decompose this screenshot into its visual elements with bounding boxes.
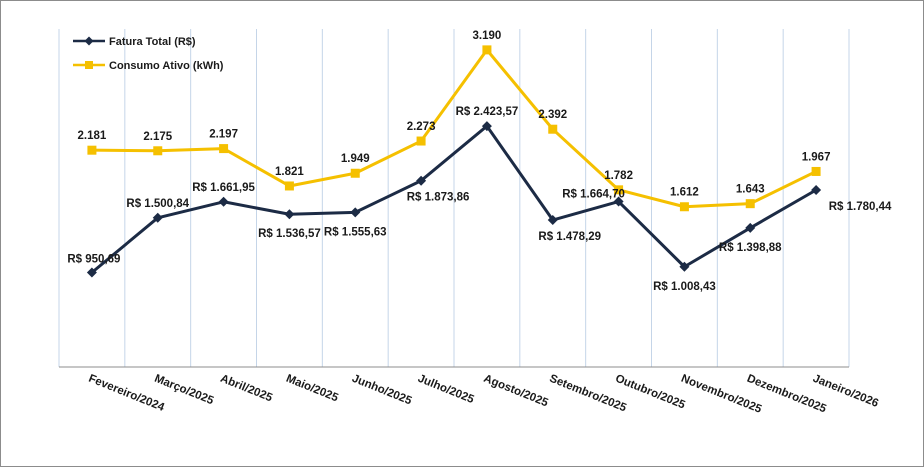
data-point	[218, 196, 229, 207]
data-label: R$ 1.500,84	[126, 198, 189, 210]
data-label: R$ 1.780,44	[829, 201, 892, 213]
data-point	[548, 124, 558, 134]
legend-item-fatura: Fatura Total (R$)	[73, 36, 196, 48]
data-point	[745, 199, 755, 209]
data-point	[87, 145, 97, 155]
data-point	[811, 185, 822, 196]
legend-label-fatura: Fatura Total (R$)	[109, 36, 196, 48]
data-label: R$ 1.664,70	[562, 189, 625, 201]
data-point	[679, 261, 690, 272]
data-point	[284, 209, 295, 220]
x-tick-label: Agosto/2025	[482, 373, 550, 410]
data-label: 1.967	[802, 151, 831, 163]
data-label: R$ 1.536,57	[258, 228, 321, 240]
data-point	[86, 267, 97, 278]
data-label: R$ 950,69	[67, 253, 120, 265]
data-point	[481, 121, 492, 132]
data-label: R$ 1.478,29	[538, 231, 601, 243]
data-label: 1.821	[275, 166, 304, 178]
data-point	[350, 168, 360, 178]
x-tick-label: Junho/2025	[350, 373, 414, 408]
data-point	[745, 222, 756, 233]
legend-item-consumo: Consumo Ativo (kWh)	[73, 60, 224, 72]
data-point	[811, 166, 821, 176]
data-label: R$ 1.873,86	[407, 192, 470, 204]
data-label: R$ 1.661,95	[192, 182, 255, 194]
data-label: 1.612	[670, 187, 699, 199]
legend: Fatura Total (R$) Consumo Ativo (kWh)	[73, 36, 224, 72]
data-label: 3.190	[473, 30, 502, 42]
data-labels: 2.181 2.175 2.197 1.821 1.949 2.273 3.190 2.392…	[67, 30, 892, 293]
data-label: R$ 1.398,88	[719, 242, 782, 254]
data-label: 1.782	[604, 170, 633, 182]
data-label: 1.643	[736, 184, 765, 196]
data-point	[613, 196, 624, 207]
series-line	[91, 48, 817, 209]
x-tick-label: Julho/2025	[416, 373, 476, 407]
x-tick-label: Abril/2025	[218, 373, 274, 405]
data-point	[547, 215, 558, 226]
data-label: 2.181	[78, 130, 107, 142]
data-point	[350, 207, 361, 218]
data-label: 2.273	[407, 121, 436, 133]
data-label: 2.175	[143, 131, 172, 143]
data-label: R$ 1.555,63	[324, 226, 387, 238]
legend-label-consumo: Consumo Ativo (kWh)	[109, 60, 224, 72]
data-point	[219, 144, 229, 154]
data-point	[152, 212, 163, 223]
data-label: 2.392	[538, 109, 567, 121]
data-point	[153, 146, 163, 156]
data-point	[416, 136, 426, 146]
series-layer	[86, 45, 822, 278]
data-point	[284, 181, 294, 191]
data-point	[679, 202, 689, 212]
data-point	[614, 185, 624, 195]
data-label: 1.949	[341, 153, 370, 165]
data-point	[416, 175, 427, 186]
x-tick-label: Maio/2025	[284, 373, 340, 405]
data-label: R$ 2.423,57	[456, 106, 519, 118]
series-line	[90, 124, 817, 274]
data-point	[482, 45, 492, 55]
data-label: 2.197	[209, 129, 238, 141]
data-label: R$ 1.008,43	[653, 281, 716, 293]
